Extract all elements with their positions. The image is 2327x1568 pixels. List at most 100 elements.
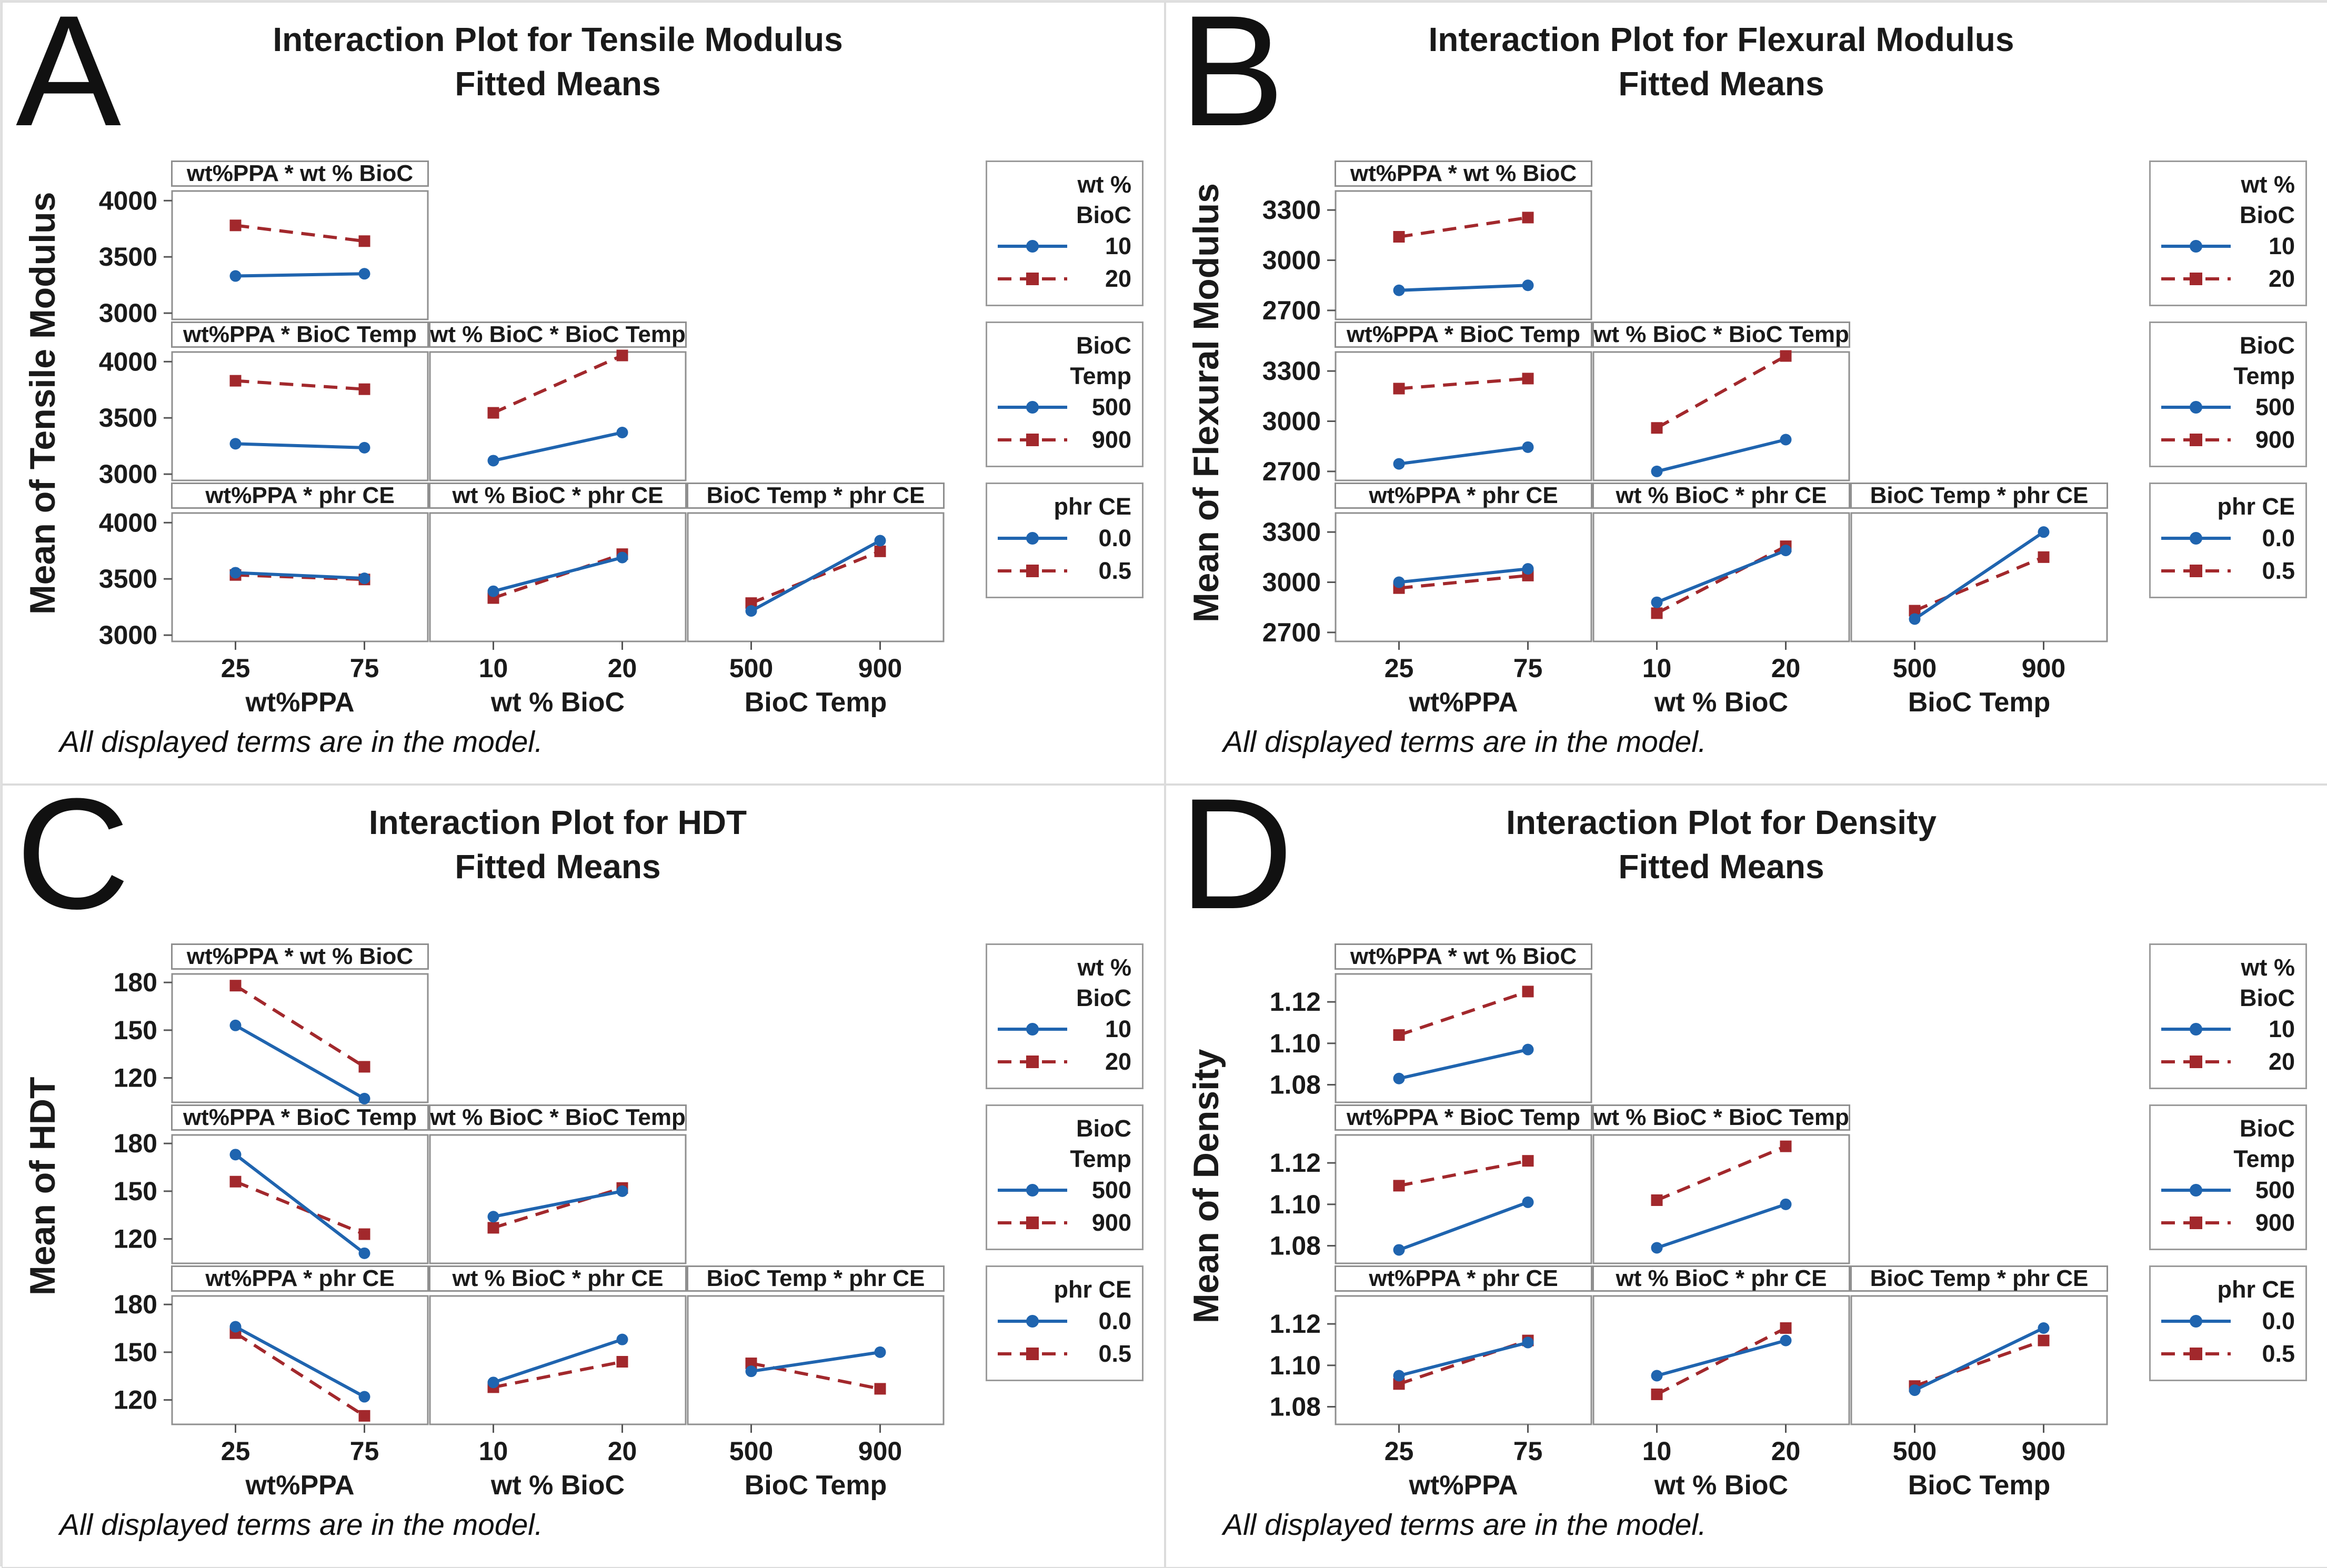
subplot-d-ppa-temp: wt%PPA * BioC Temp (1335, 1104, 1592, 1131)
x-axis-label-bioc: wt % BioC (490, 687, 625, 718)
svg-text:3000: 3000 (1262, 568, 1321, 597)
subplot-header: wt % BioC * BioC Temp (429, 321, 687, 348)
legend-phr-ce: phr CE 0.0 0.5 (2149, 1265, 2307, 1381)
legend-title: wt % (2241, 954, 2295, 981)
subplot-d-bioc-temp-plot (1592, 1134, 1850, 1264)
svg-text:500: 500 (1893, 654, 1937, 683)
legend-title-line2: Temp (1070, 1145, 1131, 1172)
subplot-c-bioc-temp: wt % BioC * BioC Temp (429, 1104, 687, 1131)
svg-text:150: 150 (114, 1177, 157, 1206)
svg-text:10: 10 (479, 654, 508, 683)
blue-solid-circle-sample-icon (998, 531, 1067, 545)
svg-text:25: 25 (1385, 654, 1414, 683)
svg-text:25: 25 (1385, 1436, 1414, 1466)
legend-entry: 0.0 (996, 522, 1131, 555)
legend-title-line2: Temp (2233, 1145, 2295, 1172)
svg-text:3300: 3300 (1262, 517, 1321, 547)
legend-entry: 0.0 (2159, 1305, 2295, 1338)
legend-entry-label: 10 (1105, 1016, 1131, 1043)
svg-text:120: 120 (114, 1063, 157, 1093)
subplot-b-temp-ce: BioC Temp * phr CE (1850, 483, 2108, 509)
legend-entry-label: 500 (2255, 1177, 2295, 1204)
blue-solid-circle-sample-icon (998, 1184, 1067, 1197)
x-axis-label-bioc: wt % BioC (1654, 1470, 1789, 1501)
legend-entry-label: 20 (2268, 1048, 2295, 1076)
legend-title: phr CE (1054, 493, 1131, 520)
panel-b: B Interaction Plot for Flexural Modulus … (1165, 2, 2327, 785)
legend-entry: 0.5 (996, 1338, 1131, 1370)
subplot-header: BioC Temp * phr CE (1850, 1265, 2108, 1292)
svg-text:900: 900 (858, 654, 902, 683)
blue-solid-circle-sample-icon (2161, 1314, 2231, 1328)
legend-entry: 20 (996, 263, 1131, 295)
subplot-header: wt % BioC * phr CE (429, 483, 687, 509)
legend-entry: 900 (2159, 424, 2295, 456)
red-dashed-square-sample-icon (998, 1217, 1067, 1230)
subplot-c-ppa-bioc: wt%PPA * wt % BioC (171, 943, 429, 970)
svg-text:10: 10 (479, 1436, 508, 1466)
panel-d: D Interaction Plot for Density Fitted Me… (1165, 785, 2327, 1568)
legend-entry-label: 10 (2268, 1016, 2295, 1043)
panel-b-title: Interaction Plot for Flexural Modulus Fi… (1300, 17, 2142, 106)
panel-c-title-line1: Interaction Plot for HDT (368, 803, 747, 841)
x-axis-label-ppa: wt%PPA (1409, 1470, 1518, 1501)
legend-entry-label: 20 (2268, 265, 2295, 293)
legend-entry-label: 20 (1105, 265, 1131, 293)
legend-entry-label: 500 (1091, 394, 1131, 421)
svg-text:500: 500 (1893, 1436, 1937, 1466)
legend-entry-label: 0.0 (2262, 1307, 2295, 1334)
legend-bioc-temp: BioC Temp 500 900 (986, 321, 1144, 468)
x-axis-label-temp: BioC Temp (1908, 1470, 2051, 1501)
svg-text:900: 900 (858, 1436, 902, 1466)
legend-phr-ce: phr CE 0.0 0.5 (986, 1265, 1144, 1381)
legend-entry-label: 500 (2255, 394, 2295, 421)
svg-text:150: 150 (114, 1338, 157, 1367)
subplot-b-bioc-ce: wt % BioC * phr CE (1592, 483, 1850, 509)
legend-title: BioC (2240, 1115, 2295, 1142)
legend-wt-bioc: wt % BioC 10 20 (986, 160, 1144, 307)
legend-wt-bioc: wt % BioC 10 20 (2149, 943, 2307, 1090)
subplot-b-ppa-temp-plot: 2700 3000 3300 (1262, 351, 1592, 486)
red-dashed-square-sample-icon (998, 434, 1067, 447)
legend-title: wt % (1077, 954, 1131, 981)
x-axis-label-temp: BioC Temp (744, 1470, 887, 1501)
legend-title-line2: Temp (1070, 362, 1131, 389)
legend-title-line2: BioC (1076, 984, 1131, 1011)
legend-entry: 0.5 (996, 555, 1131, 587)
subplot-c-bioc-temp-plot (429, 1134, 687, 1264)
legend-title-line2: BioC (1076, 201, 1131, 228)
subplot-a-ppa-ce-plot: 3000 3500 4000 25 75 (99, 508, 429, 683)
blue-solid-circle-sample-icon (998, 1314, 1067, 1328)
red-dashed-square-sample-icon (998, 273, 1067, 286)
legend-entry-label: 0.0 (2262, 524, 2295, 551)
legend-title: phr CE (1054, 1276, 1131, 1303)
svg-text:1.10: 1.10 (1270, 1029, 1321, 1058)
subplot-header: wt % BioC * phr CE (1592, 483, 1850, 509)
svg-text:3500: 3500 (99, 242, 157, 272)
legend-title: BioC (1076, 332, 1131, 359)
panel-a: A Interaction Plot for Tensile Modulus F… (2, 2, 1165, 785)
subplot-header: wt%PPA * wt % BioC (171, 943, 429, 970)
x-axis-label-ppa: wt%PPA (245, 1470, 355, 1501)
svg-text:3500: 3500 (99, 403, 157, 433)
legend-entry: 500 (996, 1174, 1131, 1207)
red-dashed-square-sample-icon (2161, 1217, 2231, 1230)
legend-title-line2: BioC (2240, 201, 2295, 228)
panel-b-footer-note: All displayed terms are in the model. (1223, 725, 1707, 759)
red-dashed-square-sample-icon (2161, 1056, 2231, 1069)
blue-solid-circle-sample-icon (998, 240, 1067, 253)
red-dashed-square-sample-icon (2161, 564, 2231, 577)
legend-wt-bioc: wt % BioC 10 20 (986, 943, 1144, 1090)
legend-entry-label: 0.5 (1098, 557, 1131, 584)
subplot-header: wt%PPA * wt % BioC (171, 160, 429, 187)
svg-text:20: 20 (1771, 654, 1801, 683)
subplot-header: wt%PPA * phr CE (171, 1265, 429, 1292)
panel-a-title-line2: Fitted Means (455, 65, 661, 103)
panel-a-y-axis-label: Mean of Tensile Modulus (23, 192, 63, 615)
svg-text:180: 180 (114, 968, 157, 997)
subplot-header: wt % BioC * BioC Temp (1592, 321, 1850, 348)
svg-text:1.12: 1.12 (1270, 1309, 1321, 1339)
blue-solid-circle-sample-icon (998, 401, 1067, 414)
subplot-header: wt%PPA * BioC Temp (171, 1104, 429, 1131)
svg-text:10: 10 (1642, 1436, 1672, 1466)
